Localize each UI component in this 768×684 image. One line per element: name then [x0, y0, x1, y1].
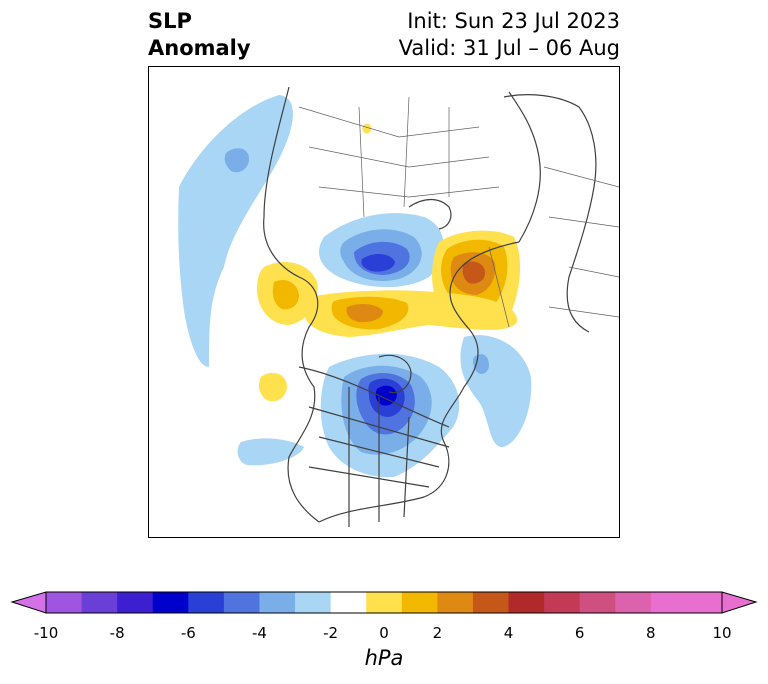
colorbar-tick-label: -6: [180, 624, 196, 642]
colorbar-segment: [295, 592, 332, 613]
colorbar-tick-label: -4: [251, 624, 267, 642]
anomaly-pos3-central-arctic: [346, 303, 383, 323]
anomaly-pos4-scandinavia: [462, 261, 485, 284]
init-date: Init: Sun 23 Jul 2023: [407, 9, 620, 33]
colorbar-segment: [401, 592, 438, 613]
colorbar-tick-label: 6: [574, 624, 585, 642]
coastlines: [263, 86, 597, 527]
anomaly-neg6-canada: [375, 385, 397, 406]
colorbar-segment: [81, 592, 118, 613]
anomaly-pos2-bering: [272, 279, 299, 310]
colorbar-segment: [259, 592, 296, 613]
colorbar-outline: [45, 591, 723, 614]
colorbar-segment: [579, 592, 616, 613]
colorbar-segment: [437, 592, 474, 613]
colorbar-segment: [188, 592, 225, 613]
title-line-1: SLP: [148, 9, 192, 33]
colorbar-segment: [686, 592, 723, 613]
colorbar-tick-label: -2: [323, 624, 339, 642]
title-line-2: Anomaly: [148, 36, 251, 60]
anomaly-neg1-north-atlantic: [460, 335, 532, 447]
colorbar-tick-label: -10: [33, 624, 59, 642]
colorbar-tick-label: 4: [503, 624, 514, 642]
anomaly-neg3-pacific-spot: [224, 148, 249, 173]
anomaly-neg5-arctic: [361, 253, 395, 272]
border-lines: [298, 96, 619, 328]
colorbar-tick-label: -8: [109, 624, 125, 642]
colorbar: [10, 591, 758, 614]
colorbar-segment: [330, 592, 367, 613]
colorbar-segment: [223, 592, 260, 613]
colorbar-segment: [366, 592, 403, 613]
colorbar-segment: [46, 592, 83, 613]
colorbar-tick-label: 0: [379, 624, 389, 642]
colorbar-extend-low: [10, 591, 47, 614]
colorbar-segment: [117, 592, 154, 613]
colorbar-segment: [544, 592, 581, 613]
colorbar-tick-label: 10: [712, 624, 732, 642]
colorbar-tick-label: 2: [432, 624, 443, 642]
colorbar-segment: [508, 592, 545, 613]
colorbar-segments: [46, 592, 723, 613]
anomaly-pos1-siberia-spot: [362, 123, 372, 134]
map-panel: [148, 66, 620, 538]
anomaly-neg1-pacific: [178, 95, 293, 367]
colorbar-segment: [472, 592, 510, 613]
colorbar-segment: [152, 592, 189, 613]
anomaly-map: [178, 86, 619, 527]
valid-date: Valid: 31 Jul – 06 Aug: [398, 36, 620, 60]
date-info: Init: Sun 23 Jul 2023 Valid: 31 Jul – 06…: [399, 8, 620, 62]
colorbar-segment: [615, 592, 652, 613]
colorbar-tick-label: 8: [646, 624, 656, 642]
colorbar-unit: hPa: [364, 646, 404, 670]
anomaly-neg1-us-west: [237, 438, 304, 466]
colorbar-extend-high: [721, 591, 758, 614]
map-title: SLP Anomaly: [148, 8, 251, 62]
colorbar-segment: [650, 592, 687, 613]
anomaly-pos1-pacific-spot: [258, 372, 287, 402]
